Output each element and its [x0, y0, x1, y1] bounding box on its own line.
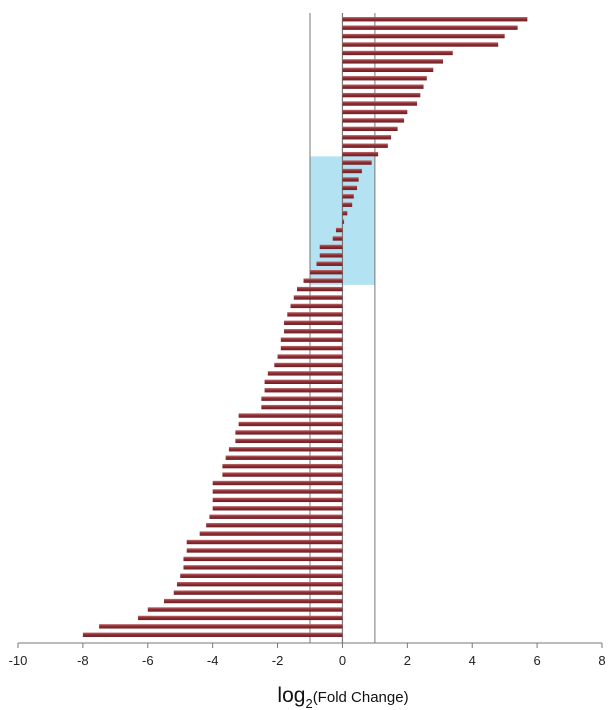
bar	[342, 151, 379, 157]
bar	[290, 303, 343, 309]
bar	[287, 312, 343, 317]
bar	[280, 337, 343, 342]
bar	[186, 539, 343, 545]
bar	[212, 506, 343, 511]
bar	[342, 33, 505, 39]
bar	[183, 565, 343, 570]
x-axis-label-subscript: 2	[305, 696, 312, 710]
bar	[206, 522, 343, 528]
bar	[342, 109, 408, 115]
bar	[316, 261, 343, 266]
bar	[235, 430, 343, 435]
bar	[199, 531, 343, 536]
bar	[284, 320, 343, 325]
bar	[280, 345, 343, 351]
bar	[238, 421, 343, 427]
bar	[261, 396, 343, 401]
x-tick-label: 0	[339, 653, 346, 668]
bar	[342, 118, 405, 123]
bar	[264, 379, 343, 385]
bar	[212, 480, 343, 486]
bar	[212, 497, 343, 503]
bar	[342, 202, 353, 207]
bar	[274, 362, 343, 368]
bar	[228, 447, 343, 452]
bar	[319, 244, 343, 250]
bar	[332, 236, 343, 241]
bar	[342, 92, 421, 98]
bar	[147, 607, 343, 612]
bar	[209, 514, 343, 519]
bar	[319, 253, 343, 258]
bar	[342, 160, 372, 165]
x-tick-label: -10	[9, 653, 28, 668]
bar	[303, 278, 343, 283]
bar	[342, 84, 424, 89]
bar	[238, 413, 343, 418]
bar	[342, 177, 359, 182]
bar	[138, 615, 343, 621]
bar	[225, 455, 343, 460]
x-axis: -10 -8 -6 -4 -2 0 2 4 6 8	[9, 642, 606, 668]
bar	[342, 185, 358, 191]
bar	[342, 101, 418, 106]
x-tick-label: 8	[598, 653, 605, 668]
bar	[186, 548, 343, 553]
bar	[261, 404, 343, 410]
x-tick-label: -8	[77, 653, 89, 668]
x-tick-label: -2	[272, 653, 284, 668]
bar	[342, 59, 444, 64]
x-tick-label: -4	[207, 653, 219, 668]
x-axis-label: log2(Fold Change)	[277, 684, 408, 710]
bar	[222, 463, 343, 469]
x-tick-label: 4	[469, 653, 476, 668]
bar	[342, 76, 427, 81]
bar	[99, 624, 343, 629]
bar	[342, 168, 362, 174]
bar	[212, 489, 343, 494]
bar	[342, 210, 348, 216]
bar	[235, 438, 343, 444]
bar	[222, 472, 343, 477]
bars	[82, 17, 528, 637]
x-tick-label: 6	[533, 653, 540, 668]
bar	[310, 269, 343, 275]
x-tick-label: 2	[404, 653, 411, 668]
bar	[180, 573, 343, 578]
bar	[342, 42, 499, 47]
bar	[284, 329, 343, 334]
bar	[176, 581, 343, 587]
bar	[342, 25, 518, 30]
bar	[183, 556, 343, 562]
bar	[342, 67, 434, 73]
bar	[342, 135, 392, 140]
x-axis-label-suffix: (Fold Change)	[313, 689, 409, 706]
bar	[297, 286, 343, 292]
bar	[342, 143, 388, 148]
bar	[264, 388, 343, 393]
bar	[277, 354, 343, 359]
bar	[293, 295, 343, 300]
bar	[164, 598, 343, 604]
bar	[342, 126, 398, 132]
bar	[335, 227, 343, 233]
bar	[82, 632, 343, 637]
bar	[342, 50, 453, 56]
bar	[342, 194, 354, 199]
bar	[342, 219, 345, 224]
bar	[342, 17, 528, 22]
bar	[267, 371, 343, 376]
x-tick-label: -6	[142, 653, 154, 668]
x-axis-label-log: log	[277, 684, 305, 707]
bar	[173, 590, 343, 595]
